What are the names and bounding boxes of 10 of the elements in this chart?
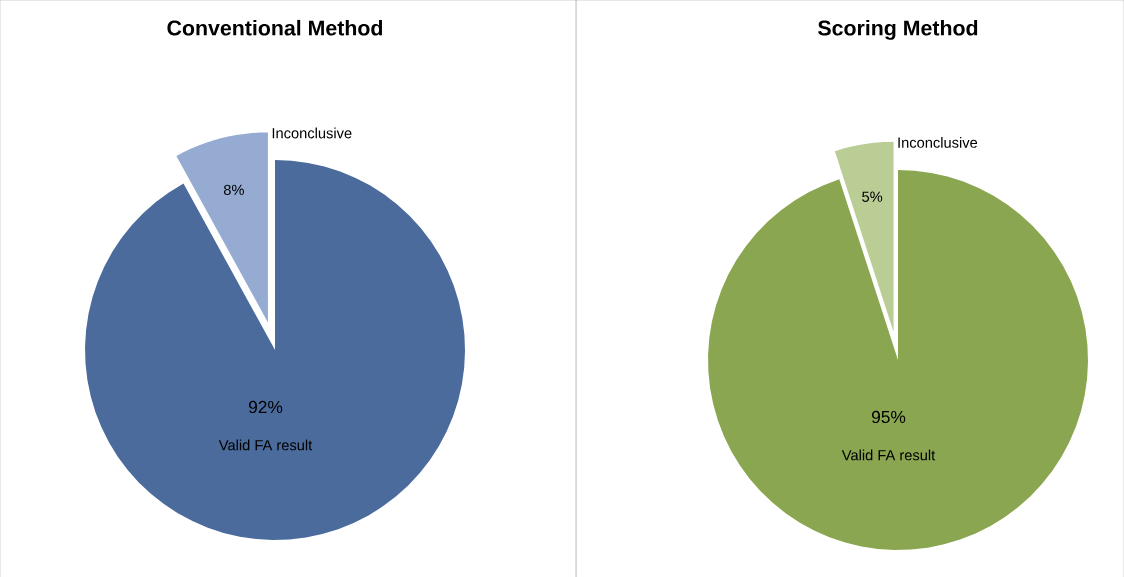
chart-title: Scoring Method [818,19,978,40]
slice-label: Valid FA result [218,439,313,451]
chart-title: Conventional Method [167,19,383,36]
slice-label: Valid FA result [841,449,936,461]
slice-label: Inconclusive [898,137,978,148]
data-label: 92% [248,400,283,414]
slice-label: Inconclusive [272,127,352,139]
data-label: 8% [223,184,244,196]
data-label: 5% [862,191,883,202]
data-label: 95% [871,410,906,424]
